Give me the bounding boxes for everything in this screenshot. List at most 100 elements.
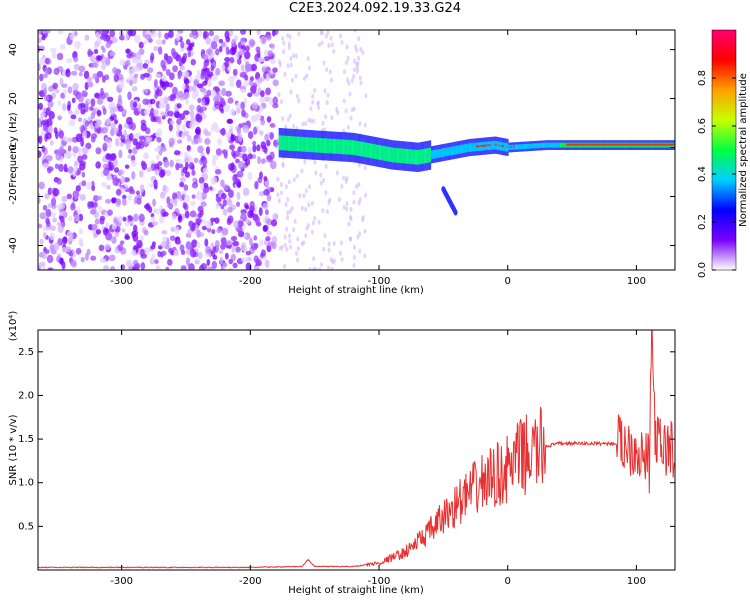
heatmap-cell: [85, 101, 89, 108]
heatmap-cell: [247, 153, 253, 160]
heatmap-cell: [605, 143, 607, 146]
heatmap-cell: [229, 144, 235, 151]
heatmap-cell: [524, 144, 526, 149]
heatmap-cell: [102, 163, 110, 169]
heatmap-cell: [202, 30, 207, 40]
heatmap-cell: [43, 94, 49, 102]
heatmap-cell: [329, 138, 331, 154]
heatmap-cell: [485, 141, 488, 151]
heatmap-cell: [176, 239, 182, 245]
heatmap-cell: [361, 217, 365, 223]
heatmap-cell: [362, 141, 364, 157]
heatmap-cell: [223, 151, 228, 158]
heatmap-cell: [247, 131, 254, 140]
heatmap-cell: [466, 143, 469, 153]
heatmap-cell: [511, 145, 513, 148]
heatmap-cell: [103, 265, 110, 270]
heatmap-cell: [201, 53, 209, 60]
heatmap-cell: [78, 213, 84, 222]
heatmap-cell: [384, 146, 387, 161]
heatmap-cell: [520, 144, 523, 150]
heatmap-cell: [475, 145, 478, 148]
heatmap-cell: [365, 142, 367, 158]
heatmap-cell: [385, 146, 388, 162]
heatmap-cell: [126, 116, 133, 125]
heatmap-cell: [284, 202, 288, 208]
heatmap-cell: [320, 30, 324, 36]
heatmap-cell: [392, 147, 394, 163]
heatmap-cell: [46, 167, 52, 174]
heatmap-cell: [95, 147, 102, 155]
heatmap-cell: [560, 142, 562, 148]
heatmap-cell: [321, 138, 324, 153]
heatmap-cell: [534, 143, 536, 149]
heatmap-cell: [136, 243, 141, 249]
heatmap-cell: [304, 137, 306, 152]
heatmap-cell: [105, 231, 112, 241]
heatmap-cell: [571, 143, 573, 146]
heatmap-cell: [212, 246, 217, 252]
heatmap-cell: [450, 146, 452, 156]
heatmap-cell: [309, 137, 311, 153]
heatmap-cell: [359, 80, 363, 86]
heatmap-cell: [541, 142, 543, 148]
heatmap-cell: [52, 217, 57, 223]
heatmap-cell: [492, 141, 494, 150]
heatmap-cell: [372, 143, 374, 159]
heatmap-cell: [562, 142, 564, 148]
chart-title: C2E3.2024.092.19.33.G24: [288, 1, 462, 16]
heatmap-cell: [282, 135, 284, 151]
heatmap-cell: [38, 135, 43, 145]
heatmap-cell: [118, 94, 122, 103]
heatmap-cell: [162, 236, 168, 243]
heatmap-cell: [234, 35, 239, 41]
heatmap-cell: [357, 162, 361, 168]
heatmap-cell: [328, 69, 332, 75]
heatmap-cell: [356, 65, 360, 71]
heatmap-cell: [645, 143, 647, 146]
heatmap-cell: [245, 63, 252, 72]
heatmap-cell: [256, 260, 263, 267]
heatmap-cell: [260, 90, 265, 98]
heatmap-cell: [337, 197, 341, 203]
heatmap-cell: [172, 86, 178, 96]
colorbar: 0.0 0.2 0.4 0.6 0.8 Normalized spectral ampl…: [697, 29, 749, 278]
heatmap-cell: [79, 160, 87, 167]
heatmap-cell: [292, 136, 294, 151]
heatmap-cell: [296, 246, 300, 252]
heatmap-cell: [59, 44, 66, 50]
heatmap-cell: [217, 137, 222, 146]
heatmap-cell: [148, 206, 153, 214]
heatmap-cell: [179, 244, 185, 252]
heatmap-cell: [223, 104, 231, 113]
heatmap-cell: [61, 195, 68, 203]
heatmap-cell: [429, 147, 431, 163]
heatmap-cell: [41, 145, 46, 153]
heatmap-cell: [565, 142, 567, 148]
heatmap-cell: [601, 143, 603, 146]
heatmap-cell: [545, 142, 547, 148]
heatmap-cell: [592, 143, 594, 146]
heatmap-cell: [262, 202, 269, 210]
heatmap-cell: [295, 93, 299, 99]
heatmap-cell: [96, 98, 104, 105]
heatmap-cell: [129, 189, 136, 195]
heatmap-cell: [631, 143, 633, 146]
heatmap-cell: [158, 170, 165, 178]
heatmap-cell: [201, 191, 207, 200]
heatmap-cell: [73, 31, 78, 37]
heatmap-cell: [530, 143, 533, 149]
heatmap-cell: [142, 98, 150, 105]
heatmap-cell: [435, 149, 437, 159]
heatmap-cell: [189, 249, 197, 258]
heatmap-cell: [411, 149, 414, 165]
heatmap-cell: [54, 163, 59, 170]
heatmap-cell: [357, 36, 361, 42]
heatmap-cell: [176, 103, 182, 109]
heatmap-cell: [247, 146, 252, 154]
heatmap-cell: [329, 35, 333, 41]
heatmap-cell: [283, 135, 285, 151]
heatmap-cell: [170, 226, 176, 232]
heatmap-cell: [353, 30, 357, 33]
